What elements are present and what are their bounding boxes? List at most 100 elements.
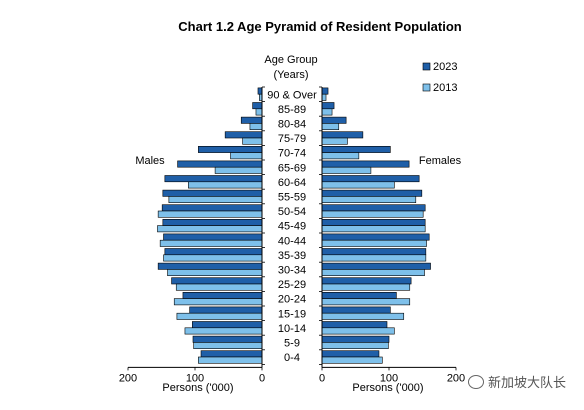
age-label: 45-49: [278, 221, 306, 233]
bar-female-2013-15-19: [321, 312, 405, 320]
bar-male-2023-50-54: [161, 204, 263, 212]
x-tick-label-right: 200: [447, 372, 465, 384]
x-axis-label-right: Persons ('000): [352, 382, 423, 394]
bar-female-2013-5-9: [321, 342, 389, 349]
age-label: 50-54: [278, 206, 306, 218]
legend-swatch-2013: [422, 83, 431, 92]
bar-male-2013-20-24: [173, 298, 263, 306]
bar-male-2013-85-89: [255, 108, 263, 116]
bar-female-2023-0-4: [321, 350, 380, 358]
bar-female-2013-10-14: [321, 327, 395, 335]
bar-female-2023-25-29: [321, 277, 412, 285]
bar-female-2013-90 & Over: [321, 93, 327, 101]
bar-male-2013-5-9: [193, 342, 263, 349]
bar-female-2013-70-74: [321, 152, 360, 160]
x-tick-label-right: 0: [319, 372, 325, 384]
age-label: 5-9: [284, 338, 300, 350]
bar-female-2023-60-64: [321, 175, 420, 183]
bar-male-2013-10-14: [184, 327, 263, 335]
bar-male-2023-30-34: [157, 262, 263, 270]
age-label: 30-34: [278, 265, 306, 277]
axes-group: 200 100 0 0 100 200: [119, 86, 465, 384]
bar-female-2013-35-39: [321, 254, 427, 262]
x-tick-label-left: 100: [186, 372, 204, 384]
bar-female-2013-45-49: [321, 225, 426, 233]
bar-male-2023-25-29: [171, 277, 263, 285]
bar-female-2013-60-64: [321, 181, 395, 189]
bar-female-2023-5-9: [321, 335, 390, 343]
bar-male-2013-35-39: [163, 254, 263, 262]
age-label: 55-59: [278, 192, 306, 204]
bar-female-2023-85-89: [321, 102, 335, 110]
chart-title: Chart 1.2 Age Pyramid of Resident Popula…: [178, 19, 461, 34]
bar-female-2013-85-89: [321, 108, 333, 116]
watermark-text: 新加坡大队长: [488, 375, 567, 390]
bar-male-2023-35-39: [164, 248, 263, 256]
bar-female-2023-35-39: [321, 248, 427, 256]
x-tick-label-left: 200: [119, 372, 137, 384]
legend-swatch-2023: [422, 62, 431, 71]
bar-male-2023-75-79: [224, 131, 263, 139]
bar-female-2023-70-74: [321, 146, 391, 153]
legend: 2023 2013: [422, 61, 457, 94]
bar-male-2023-80-84: [240, 116, 263, 124]
legend-label-2023: 2023: [433, 61, 457, 73]
bar-male-2023-85-89: [252, 102, 263, 110]
bar-male-2023-45-49: [162, 219, 263, 226]
bar-male-2013-15-19: [176, 312, 263, 320]
age-label: 25-29: [278, 279, 306, 291]
age-labels-group: 0-4 5-9 10-14 15-19 20-24 25-29 30-34 35-39 40-4…: [267, 89, 317, 364]
bar-male-2013-80-84: [249, 123, 263, 131]
bar-male-2013-55-59: [168, 196, 263, 203]
bar-female-2013-30-34: [321, 269, 425, 276]
age-label: 90 & Over: [267, 89, 317, 101]
bar-male-2023-0-4: [200, 350, 263, 358]
bar-male-2013-0-4: [198, 356, 263, 364]
age-label: 35-39: [278, 250, 306, 262]
bar-female-2023-40-44: [321, 233, 430, 241]
legend-label-2013: 2013: [433, 82, 457, 94]
bar-male-2023-55-59: [162, 189, 263, 197]
bar-female-2013-75-79: [321, 137, 348, 145]
wechat-icon: [468, 374, 484, 389]
bar-female-2023-50-54: [321, 204, 426, 212]
bar-male-2023-20-24: [182, 291, 263, 299]
bar-male-2013-65-69: [214, 166, 263, 174]
bar-male-2023-70-74: [198, 146, 263, 153]
bar-female-2013-40-44: [321, 239, 427, 247]
bar-female-2023-10-14: [321, 321, 388, 329]
bar-female-2013-80-84: [321, 123, 340, 131]
bar-male-2023-10-14: [192, 321, 263, 329]
bar-male-2023-15-19: [189, 306, 263, 314]
age-label: 80-84: [278, 119, 306, 131]
age-label: 85-89: [278, 104, 306, 116]
bars-group: [157, 87, 431, 364]
females-label: Females: [419, 155, 462, 167]
bar-female-2013-55-59: [321, 196, 417, 203]
age-label: 65-69: [278, 162, 306, 174]
age-label: 10-14: [278, 323, 306, 335]
bar-female-2013-50-54: [321, 210, 424, 218]
bar-male-2013-40-44: [159, 239, 263, 247]
bar-male-2013-70-74: [230, 152, 263, 160]
males-label: Males: [135, 155, 165, 167]
bar-female-2023-15-19: [321, 306, 391, 314]
age-label: 40-44: [278, 235, 306, 247]
bar-female-2013-65-69: [321, 166, 372, 174]
bar-male-2013-50-54: [157, 210, 263, 218]
x-axis-label-left: Persons ('000): [162, 382, 233, 394]
bar-male-2023-90 & Over: [257, 87, 263, 95]
bar-female-2023-20-24: [321, 291, 397, 299]
bar-female-2023-90 & Over: [321, 87, 329, 95]
bar-male-2013-45-49: [157, 225, 263, 233]
bar-male-2023-60-64: [164, 175, 263, 183]
bar-female-2023-75-79: [321, 131, 364, 139]
bar-male-2013-60-64: [188, 181, 263, 189]
x-tick-label-right: 100: [380, 372, 398, 384]
bar-male-2023-40-44: [163, 233, 263, 241]
age-label: 75-79: [278, 133, 306, 145]
bar-female-2023-30-34: [321, 262, 431, 270]
bar-female-2023-65-69: [321, 160, 410, 168]
bar-female-2013-20-24: [321, 298, 411, 306]
